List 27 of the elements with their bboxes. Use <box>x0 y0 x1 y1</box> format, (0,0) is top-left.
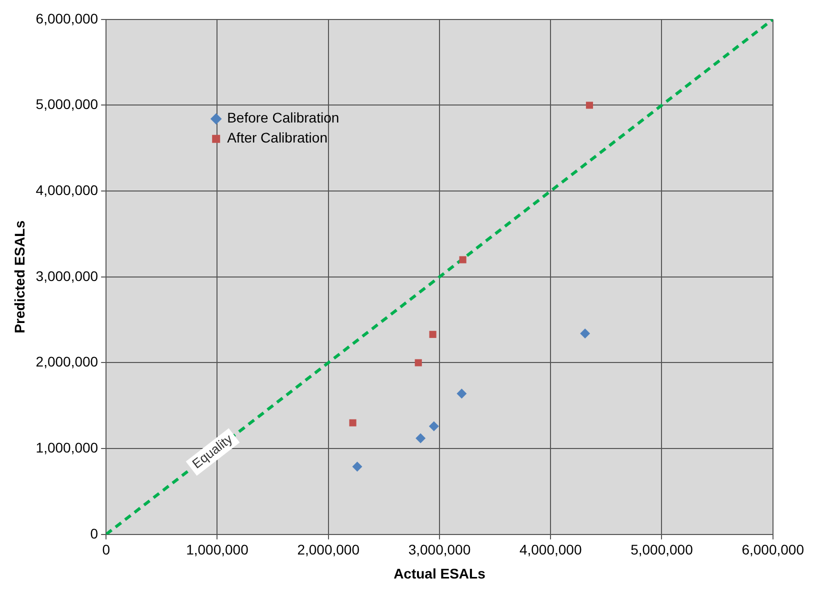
point <box>586 102 594 109</box>
y-tick-label: 5,000,000 <box>36 96 98 112</box>
y-tick-label: 0 <box>90 525 98 542</box>
y-tick-label: 1,000,000 <box>36 439 98 456</box>
y-axis-title: Predicted ESALs <box>11 220 28 334</box>
legend-label: After Calibration <box>227 130 328 146</box>
x-tick-label: 6,000,000 <box>742 542 804 558</box>
point <box>459 256 466 264</box>
point <box>428 421 439 432</box>
y-tick-label: 3,000,000 <box>36 268 98 284</box>
y-tick-label: 2,000,000 <box>36 354 98 370</box>
point <box>352 462 362 472</box>
point <box>414 359 422 366</box>
point <box>416 433 426 444</box>
x-tick-label: 2,000,000 <box>297 542 360 558</box>
y-tick-label: 6,000,000 <box>36 10 98 26</box>
point <box>456 388 467 399</box>
point <box>429 330 436 338</box>
x-axis-title: Actual ESALs <box>394 565 486 582</box>
point <box>580 328 590 339</box>
x-tick-label: 5,000,000 <box>630 542 694 558</box>
x-tick-label: 1,000,000 <box>186 542 249 558</box>
x-tick-label: 0 <box>102 542 110 558</box>
x-tick-label: 4,000,000 <box>519 542 582 558</box>
point <box>349 419 356 426</box>
x-tick-label: 3,000,000 <box>408 542 471 558</box>
y-tick-label: 4,000,000 <box>36 182 98 198</box>
